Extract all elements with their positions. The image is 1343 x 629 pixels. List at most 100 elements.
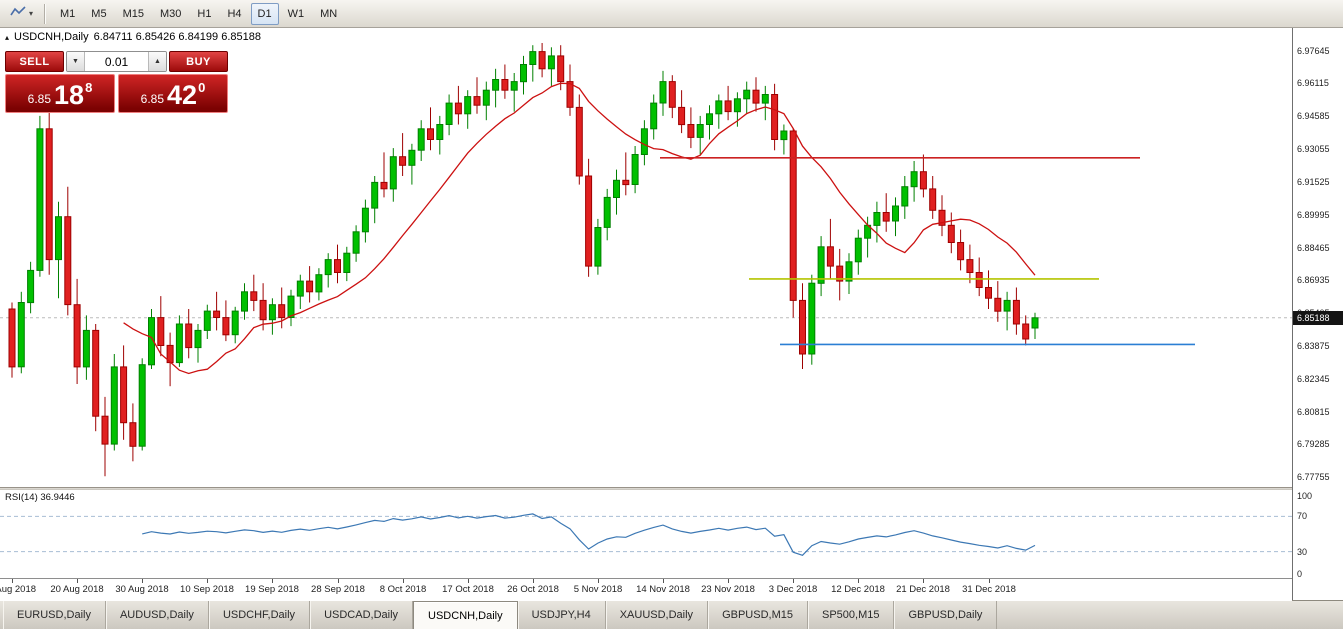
chart-window: ▴ USDCNH,Daily 6.84711 6.85426 6.84199 6… — [0, 28, 1343, 601]
date-tick — [12, 579, 13, 583]
timeframe-button-d1[interactable]: D1 — [250, 2, 279, 25]
zigzag-icon — [10, 5, 27, 23]
date-tick — [533, 579, 534, 583]
price-pane[interactable] — [0, 28, 1292, 487]
date-tick — [468, 579, 469, 583]
timeframe-button-mn[interactable]: MN — [320, 7, 338, 20]
date-tick — [207, 579, 208, 583]
price-axis: 6.97645 6.96115 6.94585 6.93055 6.91525 6.899… — [1292, 28, 1343, 600]
buy-button[interactable]: BUY — [169, 51, 228, 72]
price-axis-label: 6.80815 — [1297, 407, 1330, 417]
date-label: 8 Aug 2018 — [0, 584, 37, 595]
date-tick — [858, 579, 859, 583]
sell-price-panel[interactable]: 6.85 18 8 — [5, 74, 115, 113]
timeframe-button-m5[interactable]: M5 — [91, 7, 107, 20]
date-label: 17 Oct 2018 — [442, 584, 494, 595]
date-label: 8 Oct 2018 — [379, 584, 427, 595]
chart-tab-bar: EURUSD,Daily AUDUSD,Daily USDCHF,Daily USDC… — [0, 600, 1343, 629]
date-label: 30 Aug 2018 — [115, 584, 169, 595]
tab-gbpusd-m15[interactable]: GBPUSD,M15 — [708, 601, 808, 629]
tab-sp500-m15[interactable]: SP500,M15 — [808, 601, 895, 629]
price-axis-label: 6.89995 — [1297, 210, 1330, 220]
date-tick — [598, 579, 599, 583]
chart-tools-button[interactable]: ▾ — [5, 2, 38, 26]
tab-usdcad-daily[interactable]: USDCAD,Daily — [310, 601, 414, 629]
chart-title-ohlc: 6.84711 6.85426 6.84199 6.85188 — [93, 31, 261, 43]
pane-divider[interactable] — [0, 487, 1343, 491]
timeframe-button-m15[interactable]: M15 — [122, 7, 144, 20]
toolbar: ▾ M1 M5 M15 M30 H1 H4 D1 W1 MN — [0, 0, 1343, 28]
tab-gbpusd-daily[interactable]: GBPUSD,Daily — [894, 601, 998, 629]
one-click-trade-panel: SELL ▼ 0.01 ▲ BUY 6.85 18 8 6.85 42 0 — [5, 51, 228, 113]
price-axis-label: 6.88465 — [1297, 243, 1330, 253]
buy-price-small: 6.85 — [140, 92, 165, 106]
sell-button[interactable]: SELL — [5, 51, 64, 72]
price-axis-label: 6.91525 — [1297, 177, 1330, 187]
tab-usdchf-daily[interactable]: USDCHF,Daily — [209, 601, 311, 629]
timeframe-button-w1[interactable]: W1 — [287, 7, 305, 20]
lot-decrease-button[interactable]: ▼ — [67, 52, 85, 71]
current-price-badge: 6.85188 — [1293, 311, 1343, 325]
timeframe-button-m1[interactable]: M1 — [60, 7, 76, 20]
price-axis-label: 6.93055 — [1297, 144, 1330, 154]
rsi-axis-label: 0 — [1297, 569, 1303, 579]
date-tick — [728, 579, 729, 583]
date-tick — [142, 579, 143, 583]
date-label: 23 Nov 2018 — [701, 584, 755, 595]
timeframe-button-m30[interactable]: M30 — [159, 7, 182, 20]
date-tick — [338, 579, 339, 583]
buy-price-big: 42 — [167, 80, 198, 111]
rsi-pane: RSI(14) 36.9446 — [0, 490, 1292, 578]
one-click-collapse-icon[interactable]: ▴ — [5, 32, 10, 42]
date-tick — [77, 579, 78, 583]
chart-title-symbol: USDCNH,Daily — [14, 31, 89, 43]
lot-increase-button[interactable]: ▲ — [148, 52, 166, 71]
sell-price-small: 6.85 — [27, 92, 52, 106]
price-axis-label: 6.83875 — [1297, 341, 1330, 351]
price-axis-label: 6.96115 — [1297, 78, 1329, 88]
timeframe-button-h1[interactable]: H1 — [197, 7, 212, 20]
rsi-axis-label: 30 — [1297, 547, 1308, 557]
date-label: 26 Oct 2018 — [507, 584, 559, 595]
date-label: 3 Dec 2018 — [768, 584, 818, 595]
date-axis: 8 Aug 2018 20 Aug 2018 30 Aug 2018 10 Sep 2… — [0, 578, 1292, 601]
date-label: 10 Sep 2018 — [180, 584, 234, 595]
tab-eurusd-daily[interactable]: EURUSD,Daily — [3, 601, 106, 629]
price-axis-label: 6.94585 — [1297, 111, 1330, 121]
sell-price-sup: 8 — [85, 80, 93, 95]
tab-usdcnh-daily[interactable]: USDCNH,Daily — [413, 601, 518, 629]
price-axis-label: 6.82345 — [1297, 374, 1330, 384]
date-label: 28 Sep 2018 — [311, 584, 365, 595]
date-label: 19 Sep 2018 — [245, 584, 299, 595]
date-label: 12 Dec 2018 — [831, 584, 885, 595]
date-label: 20 Aug 2018 — [50, 584, 104, 595]
date-label: 5 Nov 2018 — [573, 584, 623, 595]
buy-price-panel[interactable]: 6.85 42 0 — [118, 74, 228, 113]
sell-price-big: 18 — [54, 80, 85, 111]
toolbar-separator — [44, 3, 47, 24]
rsi-indicator-label: RSI(14) 36.9446 — [5, 492, 75, 503]
chart-title: ▴ USDCNH,Daily 6.84711 6.85426 6.84199 6… — [5, 31, 261, 43]
date-tick — [793, 579, 794, 583]
date-tick — [989, 579, 990, 583]
price-axis-label: 6.79285 — [1297, 439, 1330, 449]
lot-size-stepper: ▼ 0.01 ▲ — [66, 51, 167, 72]
tab-xauusd-daily[interactable]: XAUUSD,Daily — [606, 601, 709, 629]
tab-usdjpy-h4[interactable]: USDJPY,H4 — [518, 601, 606, 629]
date-tick — [403, 579, 404, 583]
price-axis-label: 6.77755 — [1297, 472, 1330, 482]
tab-audusd-daily[interactable]: AUDUSD,Daily — [106, 601, 209, 629]
candlestick-chart[interactable] — [0, 28, 1292, 487]
date-label: 21 Dec 2018 — [896, 584, 950, 595]
lot-size-field[interactable]: 0.01 — [104, 54, 129, 69]
buy-price-sup: 0 — [198, 80, 206, 95]
rsi-axis-label: 100 — [1297, 491, 1313, 501]
date-label: 31 Dec 2018 — [962, 584, 1016, 595]
date-tick — [923, 579, 924, 583]
rsi-chart — [0, 513, 1292, 556]
price-axis-label: 6.86935 — [1297, 275, 1330, 285]
dropdown-caret-icon: ▾ — [29, 8, 34, 18]
timeframe-button-h4[interactable]: H4 — [227, 7, 242, 20]
price-axis-label: 6.97645 — [1297, 46, 1330, 56]
